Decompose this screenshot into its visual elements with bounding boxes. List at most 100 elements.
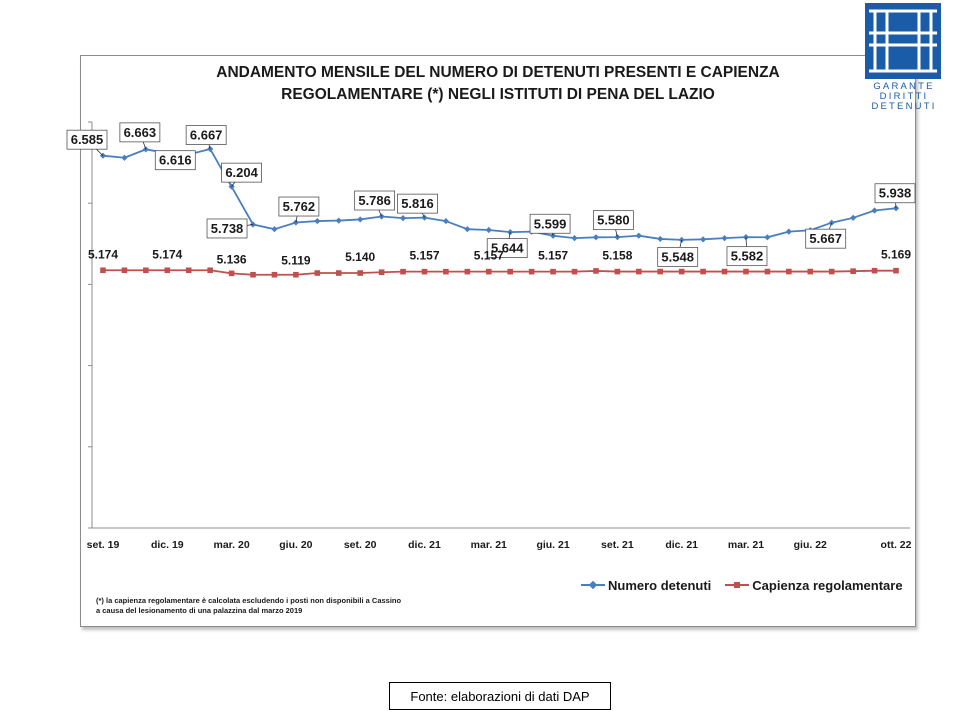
data-point: [100, 267, 106, 274]
data-label-capienza: 5.174: [152, 247, 182, 261]
series-line-0: [102, 147, 897, 241]
legend-label-capienza: Capienza regolamentare: [752, 577, 903, 593]
data-label-box: [206, 218, 248, 239]
data-label-box: [657, 247, 699, 267]
data-point: [443, 268, 449, 275]
data-point: [378, 213, 385, 220]
data-label-capienza: 5.174: [88, 247, 118, 261]
chart-title-line2: REGOLAMENTARE (*) NEGLI ISTITUTI DI PENA…: [281, 86, 715, 103]
data-label-capienza: 5.136: [217, 252, 247, 266]
data-label-detenuti: 5.738: [211, 221, 244, 236]
legend-item-capienza: Capienza regolamentare: [725, 577, 903, 593]
data-label-detenuti: 6.667: [190, 128, 223, 143]
x-tick-label: dic. 21: [408, 539, 441, 551]
data-label-box: [529, 213, 571, 234]
data-point: [528, 268, 535, 275]
data-point: [485, 226, 492, 234]
data-label-box: [185, 125, 227, 145]
data-point: [399, 215, 407, 222]
data-label-capienza: 5.169: [881, 248, 911, 262]
legend-item-detenuti: Numero detenuti: [581, 578, 711, 593]
data-point: [871, 267, 878, 274]
data-point: [164, 267, 171, 274]
data-label-box: [397, 193, 438, 214]
data-point: [121, 267, 128, 274]
data-point: [250, 271, 256, 278]
data-point: [571, 235, 578, 242]
x-tick-label: mar. 21: [728, 539, 764, 551]
data-point: [143, 267, 149, 274]
data-point: [293, 271, 299, 278]
data-point: [464, 268, 471, 275]
chart-title-line1: ANDAMENTO MENSILE DEL NUMERO DI DETENUTI…: [216, 64, 780, 81]
data-label-detenuti: 5.786: [358, 193, 391, 208]
data-point: [893, 267, 899, 274]
data-label-capienza: 5.158: [602, 249, 632, 263]
data-point: [828, 268, 835, 275]
data-point: [764, 234, 771, 241]
footnote-line2: a causa del lesionamento di una palazzin…: [96, 606, 303, 615]
data-label-box: [354, 190, 396, 211]
x-tick-label: set. 19: [87, 539, 120, 551]
data-point: [271, 226, 278, 233]
data-point: [400, 268, 406, 275]
data-label-capienza: 5.157: [474, 249, 504, 263]
data-point: [335, 217, 342, 224]
data-point: [314, 217, 321, 225]
x-tick-label: giu. 21: [536, 539, 569, 551]
x-tick-label: mar. 21: [471, 539, 507, 551]
x-tick-label: dic. 19: [151, 539, 184, 551]
data-point: [421, 268, 428, 275]
data-label-detenuti: 5.548: [661, 249, 694, 264]
data-label-capienza: 5.119: [281, 254, 311, 268]
data-label-capienza: 5.140: [345, 250, 375, 264]
data-point: [807, 268, 814, 275]
data-label-detenuti: 5.599: [534, 216, 567, 231]
data-label-detenuti: 5.667: [809, 231, 842, 246]
data-point: [271, 271, 278, 278]
data-label-detenuti: 5.762: [283, 199, 316, 214]
x-tick-label: set. 20: [344, 539, 377, 551]
data-label-detenuti: 5.816: [401, 196, 434, 211]
data-point: [764, 268, 771, 275]
data-point: [378, 269, 385, 276]
data-point: [592, 234, 600, 241]
data-point: [314, 270, 321, 276]
data-label-box: [805, 228, 847, 249]
data-point: [593, 268, 599, 274]
data-point: [421, 214, 428, 221]
data-point: [850, 268, 856, 274]
data-point: [357, 216, 364, 223]
data-label-detenuti: 6.585: [71, 132, 104, 147]
data-point: [785, 228, 792, 235]
data-point: [507, 268, 514, 275]
data-label-box: [154, 150, 196, 171]
data-point: [721, 268, 728, 275]
legend-label-detenuti: Numero detenuti: [608, 577, 712, 593]
garante-logo: GARANTE DIRITTI DETENUTI: [864, 2, 944, 112]
data-label-box: [221, 162, 262, 183]
data-point: [721, 235, 728, 242]
series-line-1: [103, 269, 896, 276]
legend-swatch-detenuti: [581, 580, 605, 590]
data-label-box: [119, 122, 161, 143]
x-tick-label: giu. 22: [794, 539, 827, 551]
x-tick-label: dic. 21: [665, 539, 698, 551]
data-point: [357, 270, 363, 276]
data-label-detenuti: 5.580: [597, 213, 630, 228]
data-label-capienza: 5.157: [409, 249, 439, 263]
data-point: [228, 270, 235, 277]
data-label-box: [486, 238, 528, 259]
chart-legend: Numero detenuti Capienza regolamentare: [581, 576, 917, 594]
data-label-detenuti: 6.616: [159, 153, 192, 168]
data-point: [700, 268, 706, 275]
data-point: [485, 268, 492, 275]
logo-text-line2: DIRITTI: [879, 91, 929, 102]
data-point: [678, 268, 685, 275]
data-point: [699, 236, 707, 243]
data-point: [657, 268, 664, 275]
chart-frame: [80, 55, 916, 627]
data-point: [550, 268, 556, 275]
data-point: [571, 268, 578, 275]
